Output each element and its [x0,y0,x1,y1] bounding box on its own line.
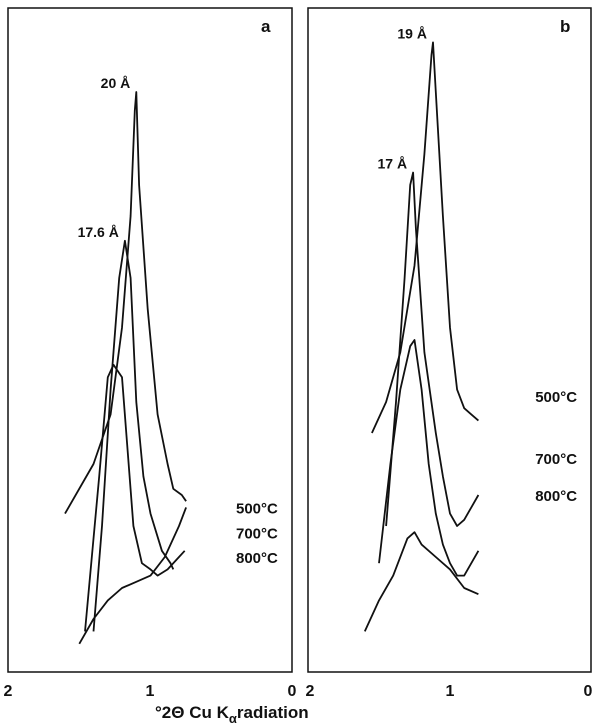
series-line-baseline [78,507,187,645]
panel-frame [7,7,293,673]
x-tick-label: 1 [446,683,455,700]
series-line-500-c [64,91,187,515]
peak-annotation: 17.6 Å [78,224,119,240]
curve-label: 700°C [236,525,278,542]
curve-label: 800°C [236,550,278,567]
curve-label: 500°C [236,501,278,518]
series-line-800-c [84,363,186,632]
curve-label: 500°C [535,389,577,406]
peak-annotation: 20 Å [101,75,131,91]
x-tick-label: 0 [584,683,592,700]
curve-label: 800°C [535,488,577,505]
panel-label: b [560,17,570,36]
series-line-800-c [378,339,480,577]
peak-annotation: 17 Å [377,156,407,172]
x-axis-label-sub: α [229,711,237,725]
x-axis-label: °2Θ Cu Kαradiation [155,703,309,725]
peak-annotation: 19 Å [397,25,427,41]
panel-b: b 19 Å 17 Å 500°C 700°C 800°C 2 1 0 [306,7,592,700]
x-tick-label: 0 [288,683,297,700]
x-tick-label: 1 [146,683,155,700]
x-axis-label-suffix: radiation [237,703,309,722]
series-line-700-c [92,239,175,632]
x-tick-label: 2 [4,683,13,700]
panel-a: a 20 Å 17.6 Å 500°C 700°C 800°C 2 1 0 [4,7,297,700]
series-line-baseline [363,531,479,632]
panel-label: a [261,17,271,36]
panel-frame [307,7,592,673]
curve-label: 700°C [535,451,577,468]
series-line-700-c [385,171,480,527]
x-tick-label: 2 [306,683,315,700]
series-line-500-c [371,41,479,434]
x-axis-label-prefix: °2Θ Cu K [155,703,230,722]
